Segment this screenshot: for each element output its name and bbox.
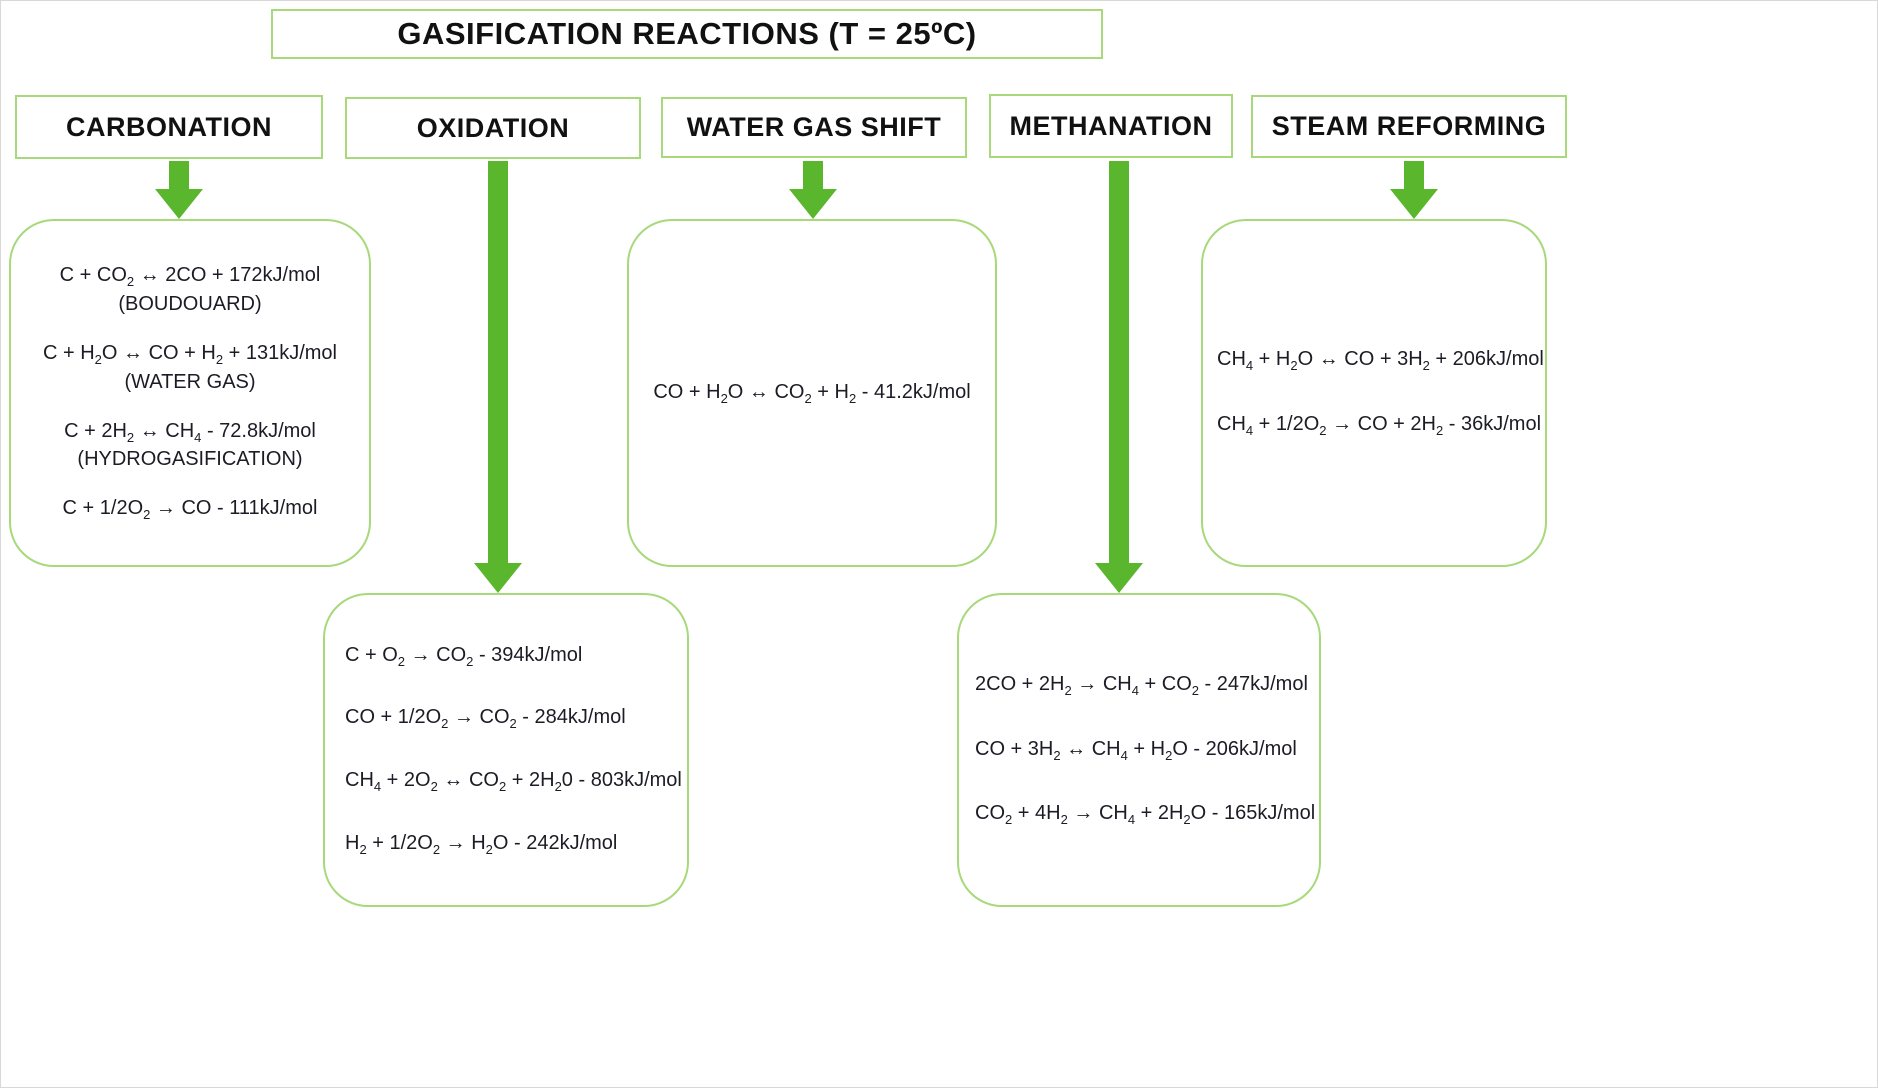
- reaction-panel-oxidation: C + O2 → CO2 - 394kJ/mol CO + 1/2O2 → CO2…: [323, 593, 689, 907]
- column-header-label: STEAM REFORMING: [1271, 111, 1547, 141]
- reaction-note: (WATER GAS): [124, 370, 256, 393]
- column-header-steam-reforming: STEAM REFORMING: [1251, 95, 1567, 158]
- reaction-formula: 2CO + 2H2 → CH4 + CO2 - 247kJ/mol: [975, 673, 1308, 699]
- reaction-group: CO + 1/2O2 → CO2 - 284kJ/mol: [345, 704, 667, 733]
- column-header-water-gas-shift: WATER GAS SHIFT: [661, 97, 967, 158]
- reaction-formula: C + O2 → CO2 - 394kJ/mol: [345, 643, 583, 669]
- reaction-panel-steam-reforming: CH4 + H2O ↔ CO + 3H2 + 206kJ/mol CH4 + 1/…: [1201, 219, 1547, 567]
- reaction-formula: CO + 1/2O2 → CO2 - 284kJ/mol: [345, 706, 626, 732]
- column-header-label: CARBONATION: [66, 111, 272, 142]
- column-header-oxidation: OXIDATION: [345, 97, 641, 159]
- arrow-head: [789, 189, 837, 219]
- arrow-head: [155, 189, 203, 219]
- down-arrow-icon: [1095, 161, 1143, 593]
- reaction-formula: CO + 3H2 ↔ CH4 + H2O - 206kJ/mol: [975, 737, 1297, 763]
- reaction-group: H2 + 1/2O2 → H2O - 242kJ/mol: [345, 830, 667, 859]
- reaction-formula: C + H2O ↔ CO + H2 + 131kJ/mol: [42, 341, 337, 367]
- arrow-shaft: [169, 161, 189, 189]
- diagram-title-box: GASIFICATION REACTIONS (T = 25ºC): [271, 9, 1103, 59]
- reaction-formula: C + 1/2O2 → CO - 111kJ/mol: [62, 497, 318, 523]
- arrow-head: [1390, 189, 1438, 219]
- reaction-formula: CH4 + 2O2 ↔ CO2 + 2H20 - 803kJ/mol: [345, 769, 682, 794]
- reaction-panel-water-gas-shift: CO + H2O ↔ CO2 + H2 - 41.2kJ/mol: [627, 219, 997, 567]
- arrow-shaft: [803, 161, 823, 189]
- reaction-group: C + 1/2O2 → CO - 111kJ/mol: [11, 495, 369, 524]
- reaction-group: C + H2O ↔ CO + H2 + 131kJ/mol (WATER GAS): [11, 340, 369, 396]
- down-arrow-icon: [789, 161, 837, 219]
- reaction-formula: C + CO2 ↔ 2CO + 172kJ/mol: [59, 264, 321, 290]
- reaction-formula: CH4 + H2O ↔ CO + 3H2 + 206kJ/mol: [1217, 348, 1544, 374]
- reaction-formula: CH4 + 1/2O2 → CO + 2H2 - 36kJ/mol: [1217, 413, 1542, 438]
- column-header-label: WATER GAS SHIFT: [686, 112, 942, 142]
- down-arrow-icon: [155, 161, 203, 219]
- arrow-shaft: [488, 161, 508, 563]
- reaction-formula: CO + H2O ↔ CO2 + H2 - 41.2kJ/mol: [653, 380, 971, 406]
- reaction-group: C + O2 → CO2 - 394kJ/mol: [345, 642, 667, 671]
- reaction-panel-methanation: 2CO + 2H2 → CH4 + CO2 - 247kJ/mol CO + 3H…: [957, 593, 1321, 907]
- reaction-group: CO2 + 4H2 → CH4 + 2H2O - 165kJ/mol: [975, 800, 1316, 829]
- arrow-shaft: [1404, 161, 1424, 189]
- arrow-shaft: [1109, 161, 1129, 563]
- arrow-head: [1095, 563, 1143, 593]
- reaction-group: CH4 + 2O2 ↔ CO2 + 2H20 - 803kJ/mol: [345, 767, 682, 796]
- reaction-group: C + 2H2 ↔ CH4 - 72.8kJ/mol (HYDROGASIFICA…: [11, 418, 369, 474]
- reaction-group: CH4 + 1/2O2 → CO + 2H2 - 36kJ/mol: [1217, 411, 1542, 440]
- column-header-label: METHANATION: [1009, 110, 1213, 141]
- reaction-group: CH4 + H2O ↔ CO + 3H2 + 206kJ/mol: [1217, 346, 1544, 375]
- reaction-group: CO + 3H2 ↔ CH4 + H2O - 206kJ/mol: [975, 736, 1303, 765]
- reaction-formula: H2 + 1/2O2 → H2O - 242kJ/mol: [345, 831, 618, 857]
- arrow-head: [474, 563, 522, 593]
- down-arrow-icon: [1390, 161, 1438, 219]
- reaction-group: CO + H2O ↔ CO2 + H2 - 41.2kJ/mol: [629, 379, 995, 408]
- reaction-note: (BOUDOUARD): [118, 292, 262, 315]
- reaction-group: 2CO + 2H2 → CH4 + CO2 - 247kJ/mol: [975, 671, 1308, 700]
- reaction-formula: CO2 + 4H2 → CH4 + 2H2O - 165kJ/mol: [975, 802, 1316, 828]
- column-header-carbonation: CARBONATION: [15, 95, 323, 159]
- reaction-formula: C + 2H2 ↔ CH4 - 72.8kJ/mol: [64, 419, 316, 445]
- column-header-label: OXIDATION: [416, 112, 570, 143]
- reaction-note: (HYDROGASIFICATION): [77, 448, 303, 471]
- column-header-methanation: METHANATION: [989, 94, 1233, 158]
- down-arrow-icon: [474, 161, 522, 593]
- reaction-group: C + CO2 ↔ 2CO + 172kJ/mol (BOUDOUARD): [11, 262, 369, 318]
- page-title: GASIFICATION REACTIONS (T = 25ºC): [397, 16, 977, 51]
- reaction-panel-carbonation: C + CO2 ↔ 2CO + 172kJ/mol (BOUDOUARD) C + …: [9, 219, 371, 567]
